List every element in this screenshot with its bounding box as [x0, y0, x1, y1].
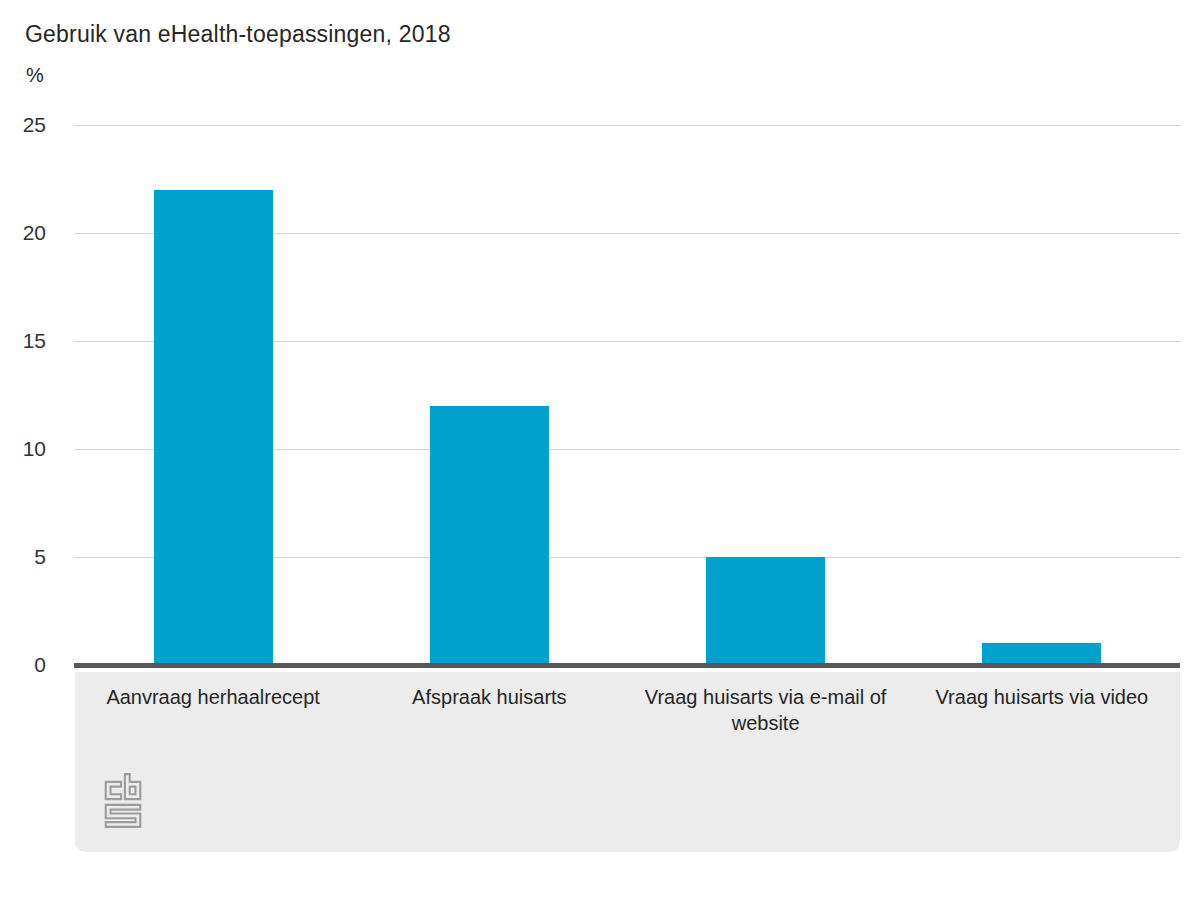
- cbs-logo-letter-s: [106, 805, 141, 827]
- cbs-logo: [100, 770, 146, 832]
- bar-3: [982, 643, 1101, 663]
- y-tick-label-10: 10: [0, 436, 46, 462]
- y-axis-unit-label: %: [26, 64, 44, 87]
- chart-canvas: Gebruik van eHealth-toepassingen, 2018 %…: [0, 0, 1200, 900]
- cbs-logo-letter-c: [106, 782, 121, 799]
- category-label-0: Aanvraag herhaalrecept: [75, 684, 351, 710]
- y-tick-label-15: 15: [0, 328, 46, 354]
- y-tick-label-5: 5: [0, 544, 46, 570]
- category-panel: Aanvraag herhaalreceptAfspraak huisartsV…: [75, 672, 1180, 852]
- y-tick-label-20: 20: [0, 220, 46, 246]
- chart-title: Gebruik van eHealth-toepassingen, 2018: [25, 21, 451, 48]
- gridline-25: [75, 125, 1180, 126]
- bar-0: [154, 190, 273, 663]
- y-tick-label-25: 25: [0, 112, 46, 138]
- category-label-2: Vraag huisarts via e-mail of website: [628, 684, 904, 736]
- category-label-3: Vraag huisarts via video: [904, 684, 1180, 710]
- bar-1: [430, 406, 549, 663]
- x-axis-line: [74, 663, 1180, 668]
- category-label-1: Afspraak huisarts: [351, 684, 627, 710]
- bar-2: [706, 557, 825, 663]
- cbs-logo-letter-b: [125, 774, 140, 799]
- y-tick-label-0: 0: [0, 652, 46, 678]
